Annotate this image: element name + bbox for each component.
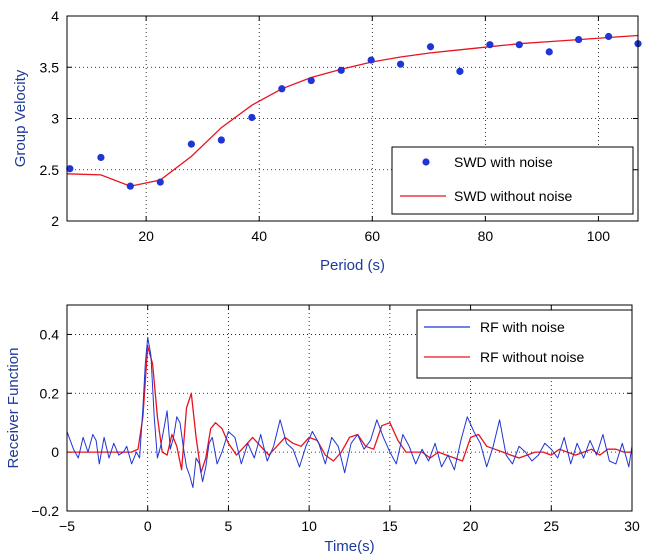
x-tick-label: 60 [364, 228, 380, 244]
series-line-rf-without-noise [67, 345, 632, 474]
tick-labels: 20 40 60 80 100 2 2.5 3 3.5 4 [40, 8, 611, 244]
y-tick-label: 2 [51, 213, 59, 229]
legend-box [416, 309, 633, 379]
legend: SWD with noise SWD without noise [391, 146, 634, 215]
data-point-swd-with-noise [126, 182, 134, 190]
data-point-swd-with-noise [486, 41, 494, 49]
legend-marker-swd-with-noise [422, 158, 430, 166]
y-tick-label: 0.4 [40, 326, 60, 342]
data-point-swd-with-noise [307, 76, 315, 85]
data-point-swd-with-noise [545, 48, 553, 56]
plot-frame [66, 304, 633, 512]
group-velocity-plot: 20 40 60 80 100 2 2.5 3 3.5 4 Period (s) Group Ve… [12, 8, 642, 274]
data-point-swd-with-noise [575, 35, 583, 44]
data-point-swd-with-noise [217, 136, 225, 144]
data-point-swd-with-noise [337, 66, 345, 74]
x-axis-label: Time(s) [324, 538, 374, 555]
data-point-swd-with-noise [278, 85, 286, 93]
x-tick-label: 10 [301, 518, 317, 534]
legend-label-swd-without-noise: SWD without noise [454, 188, 572, 204]
series-line-rf-with-noise [67, 336, 632, 488]
data-point-swd-with-noise [66, 165, 74, 173]
y-tick-label: −0.2 [31, 503, 59, 519]
x-tick-label: 25 [543, 518, 559, 534]
x-tick-label: −5 [59, 518, 75, 534]
data-point-swd-with-noise [426, 43, 435, 51]
legend: RF with noise RF without noise [416, 309, 633, 379]
data-point-swd-with-noise [97, 153, 105, 162]
x-tick-label: 30 [624, 518, 640, 534]
x-tick-label: 20 [138, 228, 154, 244]
x-tick-label: 15 [382, 518, 398, 534]
x-tick-label: 80 [478, 228, 494, 244]
x-tick-label: 40 [251, 228, 267, 244]
plot-frame [66, 15, 639, 222]
data-point-swd-with-noise [515, 41, 523, 49]
y-tick-label: 2.5 [40, 162, 60, 178]
x-axis-label: Period (s) [320, 257, 385, 274]
series-rf-with-noise [67, 336, 632, 488]
x-tick-label: 0 [144, 518, 152, 534]
y-tick-label: 0 [51, 444, 59, 460]
y-tick-label: 3 [51, 111, 59, 127]
data-point-swd-with-noise [605, 32, 613, 41]
series-swd-without-noise [67, 34, 638, 187]
x-tick-label: 100 [587, 228, 611, 244]
y-tick-label: 4 [51, 8, 59, 24]
y-axis-label: Receiver Function [5, 348, 22, 469]
data-point-swd-with-noise [156, 178, 164, 186]
x-tick-label: 20 [463, 518, 479, 534]
data-point-swd-with-noise [187, 140, 195, 148]
data-point-swd-with-noise [248, 113, 256, 122]
data-point-swd-with-noise [456, 67, 464, 75]
series-line-swd-without-noise [67, 34, 638, 187]
y-tick-label: 3.5 [40, 59, 60, 75]
receiver-function-plot: −5 0 5 10 15 20 25 30 −0.2 0 0.2 0.4 Time(s) Receiv… [5, 304, 640, 555]
legend-box [391, 146, 634, 215]
y-tick-label: 0.2 [40, 385, 60, 401]
series-swd-with-noise [66, 32, 642, 190]
series-rf-without-noise [67, 345, 632, 474]
data-point-swd-with-noise [396, 60, 405, 68]
legend-label-rf-without-noise: RF without noise [480, 349, 584, 365]
tick-labels: −5 0 5 10 15 20 25 30 −0.2 0 0.2 0.4 [31, 326, 640, 534]
data-point-swd-with-noise [367, 56, 375, 64]
y-axis-label: Group Velocity [12, 69, 29, 167]
x-tick-label: 5 [225, 518, 233, 534]
legend-label-swd-with-noise: SWD with noise [454, 154, 553, 170]
legend-label-rf-with-noise: RF with noise [480, 319, 565, 335]
